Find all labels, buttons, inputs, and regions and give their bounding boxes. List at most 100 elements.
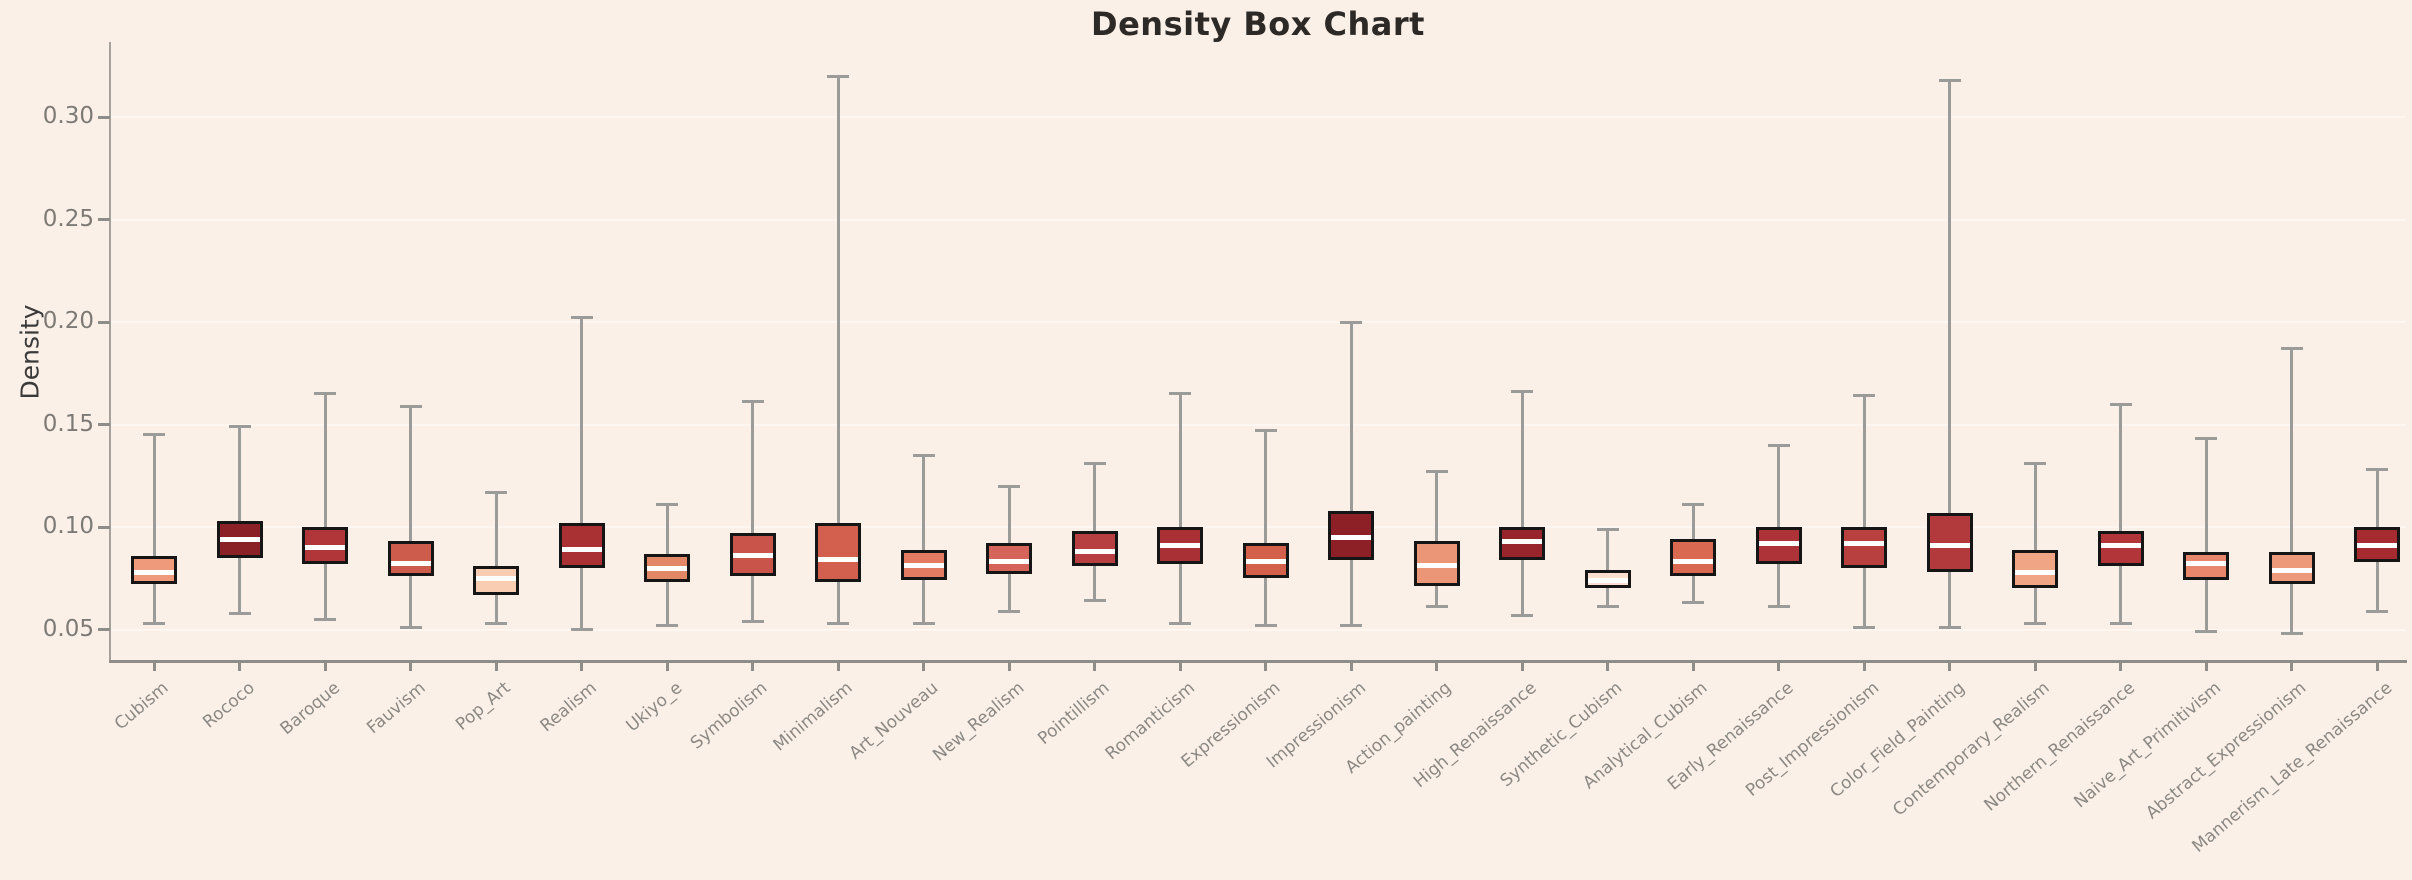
- y-tick-label: 0.20: [42, 308, 94, 334]
- x-tick-label: Fauvism: [363, 678, 430, 739]
- x-tick-mark: [922, 662, 925, 671]
- whisker-cap-top: [1254, 429, 1277, 433]
- median-line: [2100, 542, 2141, 548]
- gridline: [111, 628, 2406, 631]
- whisker-cap-top: [1682, 502, 1704, 506]
- whisker-cap-top: [2280, 347, 2303, 351]
- x-tick-mark: [409, 662, 412, 671]
- box: [2012, 549, 2058, 589]
- y-tick-mark: [98, 628, 110, 631]
- median-line: [134, 569, 174, 575]
- median-line: [390, 561, 431, 567]
- x-tick-mark: [836, 662, 840, 671]
- y-tick-mark: [98, 218, 110, 221]
- x-tick-mark: [1520, 662, 1524, 671]
- x-tick-mark: [1777, 662, 1780, 671]
- whisker-cap-bottom: [2366, 609, 2388, 613]
- x-tick-label: New_Realism: [928, 678, 1028, 766]
- whisker-cap-bottom: [912, 621, 935, 625]
- gridline: [111, 218, 2406, 221]
- y-tick-label: 0.10: [42, 513, 94, 539]
- whisker-cap-top: [1511, 390, 1533, 394]
- median-line: [476, 575, 516, 581]
- whisker-cap-top: [1767, 443, 1790, 447]
- box: [387, 541, 434, 577]
- x-tick-mark: [494, 662, 498, 671]
- median-line: [1673, 559, 1713, 565]
- whisker: [751, 401, 754, 622]
- whisker: [1349, 322, 1353, 626]
- y-tick-mark: [98, 320, 110, 324]
- x-tick-mark: [665, 662, 669, 671]
- whisker: [922, 455, 925, 624]
- x-tick-label: Northern_Renaissance: [1980, 678, 2140, 816]
- x-axis-spine: [109, 660, 2407, 663]
- y-tick-mark: [98, 423, 110, 426]
- whisker-cap-top: [2024, 461, 2046, 465]
- y-tick-label: 0.15: [42, 410, 94, 437]
- median-line: [1160, 542, 1200, 548]
- median-line: [732, 553, 773, 559]
- x-tick-label: Art_Nouveau: [845, 678, 943, 764]
- x-tick-mark: [2033, 662, 2037, 671]
- whisker: [152, 434, 156, 624]
- whisker: [1520, 391, 1524, 616]
- x-tick-mark: [2204, 662, 2208, 671]
- x-tick-mark: [751, 662, 754, 671]
- whisker-cap-top: [143, 433, 165, 437]
- whisker-cap-bottom: [1254, 623, 1277, 627]
- whisker-cap-top: [1596, 527, 1619, 531]
- x-tick-mark: [1007, 662, 1011, 671]
- median-line: [2186, 561, 2226, 567]
- median-line: [1416, 563, 1457, 569]
- median-line: [647, 565, 687, 571]
- whisker-cap-bottom: [1682, 601, 1704, 605]
- whisker: [323, 393, 327, 620]
- whisker-cap-top: [485, 490, 507, 494]
- box: [815, 522, 861, 583]
- whisker: [2033, 463, 2037, 624]
- x-tick-mark: [1691, 662, 1695, 671]
- whisker-cap-top: [399, 404, 422, 408]
- whisker-cap-bottom: [2195, 630, 2217, 634]
- x-tick-label: Symbolism: [686, 678, 772, 754]
- x-tick-label: Realism: [536, 678, 601, 737]
- whisker-cap-top: [1938, 78, 1961, 82]
- whisker-cap-bottom: [1596, 605, 1619, 609]
- whisker: [409, 406, 412, 628]
- median-line: [818, 557, 858, 563]
- box: [558, 522, 605, 568]
- whisker: [580, 317, 583, 630]
- y-tick-label: 0.30: [42, 103, 94, 129]
- x-tick-label: Cubism: [111, 678, 173, 735]
- x-tick-label: Ukiyo_e: [622, 678, 686, 737]
- y-tick-mark: [98, 525, 110, 529]
- whisker-cap-bottom: [485, 621, 507, 625]
- x-tick-mark: [1862, 662, 1866, 671]
- whisker-cap-top: [228, 425, 251, 429]
- x-tick-mark: [1093, 662, 1096, 671]
- median-line: [1758, 540, 1799, 546]
- gridline: [111, 321, 2406, 323]
- whisker-cap-bottom: [827, 621, 849, 625]
- median-line: [1245, 559, 1286, 565]
- whisker-cap-bottom: [2024, 621, 2046, 625]
- whisker: [494, 492, 498, 624]
- median-line: [1074, 549, 1115, 555]
- x-tick-mark: [1435, 662, 1438, 671]
- median-line: [903, 563, 944, 569]
- y-tick-mark: [98, 115, 110, 119]
- whisker-cap-top: [314, 392, 336, 396]
- whisker-cap-bottom: [1767, 605, 1790, 609]
- y-tick-label: 0.25: [42, 205, 94, 232]
- median-line: [219, 536, 260, 542]
- whisker-cap-bottom: [1083, 599, 1106, 603]
- median-line: [2015, 569, 2055, 575]
- box: [1926, 512, 1973, 573]
- whisker-cap-top: [1853, 394, 1875, 398]
- median-line: [305, 545, 345, 550]
- x-tick-mark: [1606, 662, 1609, 671]
- x-tick-mark: [580, 662, 583, 671]
- x-tick-label: Baroque: [276, 678, 344, 740]
